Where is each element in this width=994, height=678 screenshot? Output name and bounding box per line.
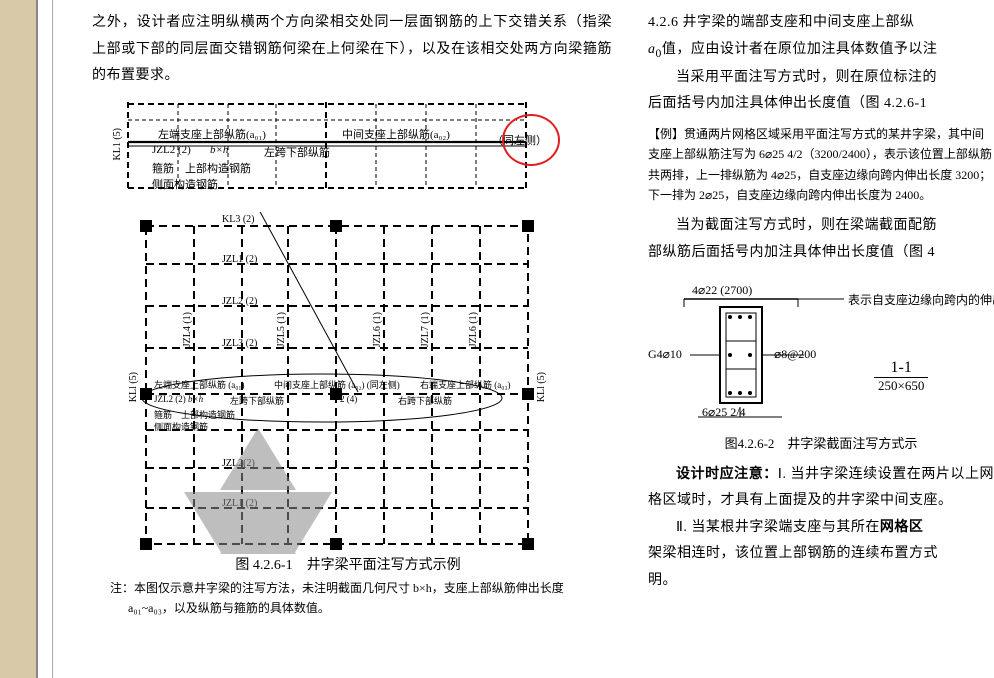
kl1-right-label: KLl (5) (536, 372, 547, 402)
jzl4-v: JZL4 (1) (182, 312, 193, 347)
callout-lower-2: 2 (4) (340, 394, 357, 404)
jzl2-label: JZL2 (2) (152, 144, 191, 156)
kl3-label: KL3 (2) (222, 214, 255, 225)
callout-left: 左端支座上部纵筋 (a₀₁) (154, 378, 245, 391)
callout-side: 侧面构造钢筋 (154, 420, 208, 433)
para-sec: 当为截面注写方式时，则在梁端截面配筋 部纵筋后面括号内加注具体伸出长度值（图 4 (648, 213, 994, 266)
callout-mid: 中间支座上部纵筋 (a₀₂) (同左侧) (274, 378, 400, 391)
right-column: 4.2.6 井字梁的端部支座和中间支座上部纵 a0a₀值，应由设计者在原位加注具… (640, 0, 994, 594)
para-plane: 当采用平面注写方式时，则在原位标注的 后面括号内加注具体伸出长度值（图 4.2.… (648, 65, 994, 118)
kl1-vert-label: KL1 (5) (112, 128, 123, 161)
main-diagram-svg (98, 212, 568, 572)
jzl2-a: JZL2 (2) (222, 296, 257, 307)
callout-right: 右端支座上部纵筋 (a₀₃) (420, 378, 511, 391)
main-plan-diagram: KL3 (2) KLl (5) KLl (5) JZL1 (2) JZL2 (2… (98, 212, 568, 572)
callout-lower-right: 右跨下部纵筋 (398, 394, 452, 407)
jzl6-v2: JZL6 (1) (468, 312, 479, 347)
lower-left-label: 左跨下部纵筋 (264, 144, 330, 160)
left-support-label: 左端支座上部纵筋(a₀₁) (158, 126, 266, 142)
top-bar-label: 4⌀22 (2700) (692, 283, 752, 298)
jzl7-v: JZL7 (1) (420, 312, 431, 347)
red-circle-annotation (502, 114, 560, 166)
kl1-left-label: KLl (5) (128, 372, 139, 402)
callout-jzl2: JZL2 (2) b×h (154, 394, 203, 404)
mid-support-label: 中间支座上部纵筋(a₀₂) (342, 126, 450, 142)
jzl5-v: JZL5 (1) (276, 312, 287, 347)
left-column: 之外，设计者应注明纵横两个方向梁相交处同一层面钢筋的上下交错关系（指梁上部或下部… (62, 0, 622, 619)
design-notes: 设计时应注意：Ⅰ. 当井字梁连续设置在两片以上网格区域时，才具有上面提及的井字梁… (648, 462, 994, 595)
hoops-label: 箍筋 上部构造钢筋 (152, 160, 251, 176)
callout-lower-left: 左跨下部纵筋 (230, 394, 284, 407)
vertical-rule (36, 0, 38, 678)
section-diagram: 4⌀22 (2700) 表示自支座边缘向跨内的伸出长度为 2700 G4⌀10 … (648, 277, 948, 427)
section-number: 1-1 250×650 (874, 359, 928, 394)
fig-4-2-6-2-caption: 图4.2.6-2 井字梁截面注写方式示 (648, 433, 994, 452)
jzl3-a: JZL3 (2) (222, 338, 257, 349)
jzl6-v: JZL6 (1) (372, 312, 383, 347)
stirrup-label: ⌀8@200 (774, 347, 816, 362)
top-detail-diagram: KL1 (5) 左端支座上部纵筋(a₀₁) 中间支座上部纵筋(a₀₂) （同左侧… (98, 98, 568, 208)
bxh-label: b×h (210, 144, 228, 156)
example-block: 【例】贯通两片网格区域采用平面注写方式的某井字梁，其中间支座上部纵筋注写为 6⌀… (648, 124, 994, 206)
page-margin-strip (0, 0, 36, 678)
bottom-bar-label: 6⌀25 2/4 (702, 405, 746, 420)
para-426: 4.2.6 井字梁的端部支座和中间支座上部纵 a0a₀值，应由设计者在原位加注具… (648, 10, 994, 65)
vertical-rule-2 (52, 0, 53, 678)
side-bar-label: G4⌀10 (648, 347, 682, 362)
top-note: 表示自支座边缘向跨内的伸出长度为 2700 (848, 291, 988, 309)
fig-note: 注：本图仅示意井字梁的注写方法，未注明截面几何尺寸 b×h，支座上部纵筋伸出长度… (110, 578, 612, 619)
para-left-1: 之外，设计者应注明纵横两个方向梁相交处同一层面钢筋的上下交错关系（指梁上部或下部… (92, 10, 612, 90)
jzl1-a: JZL1 (2) (222, 254, 257, 265)
fig-4-2-6-1-caption: 图 4.2.6-1 井字梁平面注写方式示例 (178, 554, 518, 574)
side-con-label: 侧面构造钢筋 (152, 176, 218, 192)
